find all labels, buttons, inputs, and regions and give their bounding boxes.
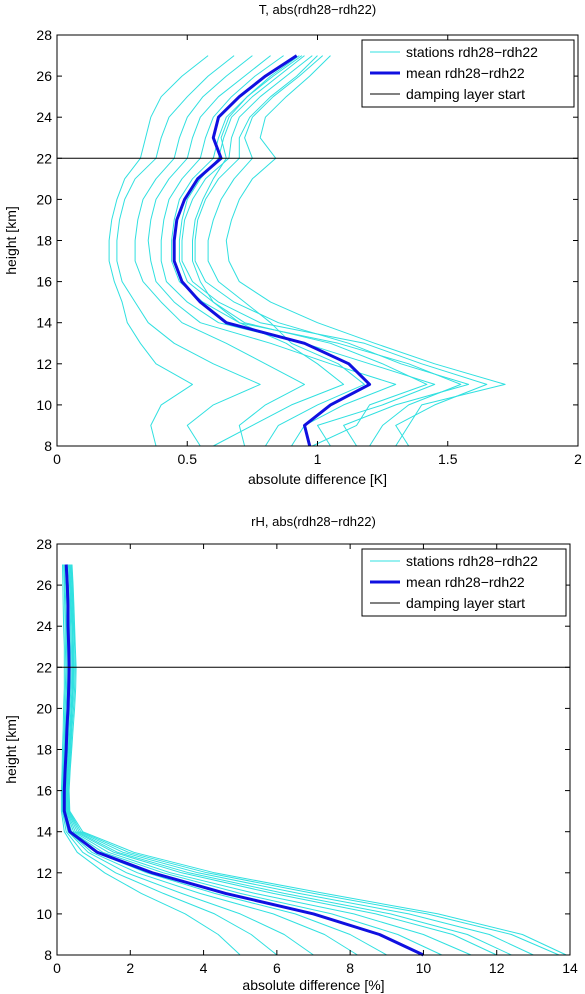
y-tick-label: 12 bbox=[36, 356, 52, 372]
y-tick-label: 14 bbox=[36, 315, 52, 331]
y-tick-label: 8 bbox=[44, 947, 52, 963]
x-tick-label: 14 bbox=[562, 960, 578, 976]
station-line-10 bbox=[67, 564, 534, 956]
y-tick-label: 18 bbox=[36, 233, 52, 249]
legend: stations rdh28−rdh22 mean rdh28−rdh22 damp… bbox=[361, 548, 567, 617]
station-line-8 bbox=[66, 564, 497, 956]
chart-title: rH, abs(rdh28−rdh22) bbox=[251, 514, 376, 529]
station-line-2 bbox=[116, 55, 261, 447]
y-tick-label: 14 bbox=[36, 824, 52, 840]
legend-entry: mean rdh28−rdh22 bbox=[406, 65, 525, 81]
y-tick-label: 18 bbox=[36, 742, 52, 758]
legend-entry: damping layer start bbox=[406, 86, 525, 102]
data-lines bbox=[60, 564, 567, 957]
y-tick-label: 16 bbox=[36, 783, 52, 799]
y-tick-label: 26 bbox=[36, 68, 52, 84]
mean-line bbox=[62, 564, 425, 957]
y-axis-label: height [km] bbox=[3, 206, 19, 274]
x-tick-label: 2 bbox=[126, 960, 134, 976]
y-tick-label: 10 bbox=[36, 906, 52, 922]
y-tick-label: 12 bbox=[36, 865, 52, 881]
y-tick-label: 28 bbox=[36, 27, 52, 43]
chart-title: T, abs(rdh28−rdh22) bbox=[259, 2, 376, 17]
x-axis-label: absolute difference [K] bbox=[248, 471, 387, 487]
legend-entry: stations rdh28−rdh22 bbox=[406, 44, 538, 60]
x-tick-label: 4 bbox=[200, 960, 208, 976]
y-tick-label: 22 bbox=[36, 659, 52, 675]
y-tick-label: 20 bbox=[36, 700, 52, 716]
y-tick-label: 16 bbox=[36, 274, 52, 290]
y-tick-label: 28 bbox=[36, 536, 52, 552]
x-tick-label: 0.5 bbox=[178, 451, 198, 467]
y-tick-label: 20 bbox=[36, 191, 52, 207]
y-tick-label: 22 bbox=[36, 150, 52, 166]
legend-entry: damping layer start bbox=[406, 595, 525, 611]
y-axis-label: height [km] bbox=[3, 715, 19, 783]
station-line-9 bbox=[66, 564, 512, 956]
y-tick-label: 10 bbox=[36, 397, 52, 413]
station-line-3 bbox=[62, 564, 314, 956]
mean-line bbox=[172, 54, 372, 447]
station-line-10 bbox=[207, 55, 365, 447]
station-line-12 bbox=[192, 55, 345, 447]
legend: stations rdh28−rdh22 mean rdh28−rdh22 damp… bbox=[361, 39, 575, 108]
station-line-6 bbox=[171, 55, 462, 447]
x-axis-label: absolute difference [%] bbox=[242, 977, 384, 993]
station-line-11 bbox=[67, 564, 560, 956]
station-line-4 bbox=[147, 55, 397, 447]
y-tick-label: 24 bbox=[36, 109, 52, 125]
station-line-7 bbox=[65, 564, 472, 956]
station-line-7 bbox=[181, 55, 488, 447]
data-lines bbox=[108, 54, 506, 447]
legend-entry: mean rdh28−rdh22 bbox=[406, 574, 525, 590]
x-tick-label: 10 bbox=[416, 960, 432, 976]
station-line-2 bbox=[61, 564, 278, 956]
x-tick-label: 0 bbox=[53, 451, 61, 467]
x-tick-label: 12 bbox=[489, 960, 505, 976]
station-line-12 bbox=[68, 564, 567, 956]
station-line-9 bbox=[194, 55, 470, 447]
station-line-11 bbox=[225, 55, 506, 447]
station-line-3 bbox=[134, 55, 305, 447]
station-line-1 bbox=[108, 55, 209, 447]
x-tick-label: 1 bbox=[314, 451, 322, 467]
x-tick-label: 2 bbox=[574, 451, 582, 467]
station-line-5 bbox=[160, 55, 436, 447]
y-tick-label: 24 bbox=[36, 618, 52, 634]
x-tick-label: 8 bbox=[346, 960, 354, 976]
y-tick-label: 26 bbox=[36, 577, 52, 593]
x-tick-label: 0 bbox=[53, 960, 61, 976]
station-line-1 bbox=[60, 564, 241, 956]
y-tick-label: 8 bbox=[44, 438, 52, 454]
x-tick-label: 1.5 bbox=[438, 451, 458, 467]
legend-entry: stations rdh28−rdh22 bbox=[406, 553, 538, 569]
station-line-8 bbox=[178, 55, 428, 447]
x-tick-label: 6 bbox=[273, 960, 281, 976]
